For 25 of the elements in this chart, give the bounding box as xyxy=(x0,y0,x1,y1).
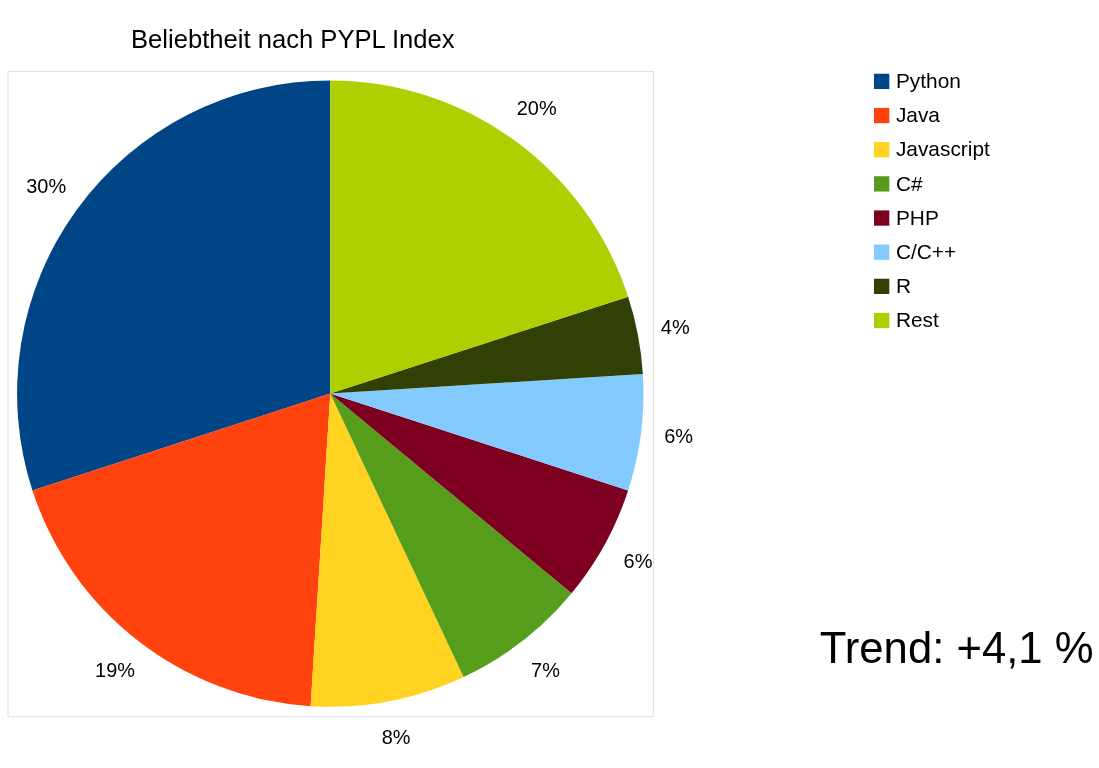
legend-label: Python xyxy=(895,69,961,93)
text: Trend: +4,1 % xyxy=(819,623,1094,673)
pie-slice xyxy=(330,393,572,677)
legend-label: R xyxy=(895,274,911,298)
data-label: 4% xyxy=(660,315,690,338)
pie-slice xyxy=(330,373,644,491)
pie-slice xyxy=(330,80,629,394)
legend-label: Java xyxy=(895,103,941,127)
data-label: 8% xyxy=(381,726,411,749)
data-label: 30% xyxy=(26,174,67,197)
data-label: 19% xyxy=(95,658,135,681)
data-label: 6% xyxy=(623,550,653,573)
data-label: 6% xyxy=(664,425,694,448)
pie-slice xyxy=(310,393,464,707)
pie-slice xyxy=(17,80,331,491)
legend-label: PHP xyxy=(895,205,939,229)
legend-label: Javascript xyxy=(895,137,991,161)
data-label: 7% xyxy=(531,658,560,681)
pie-slice xyxy=(330,296,643,394)
legend-label: C/C++ xyxy=(895,239,957,263)
chart-title: Beliebtheit nach PYPL Index xyxy=(130,25,455,54)
legend-label: C# xyxy=(895,171,923,195)
pie-slice xyxy=(32,393,331,707)
legend-label: Rest xyxy=(895,308,939,332)
data-label: 20% xyxy=(516,97,557,120)
